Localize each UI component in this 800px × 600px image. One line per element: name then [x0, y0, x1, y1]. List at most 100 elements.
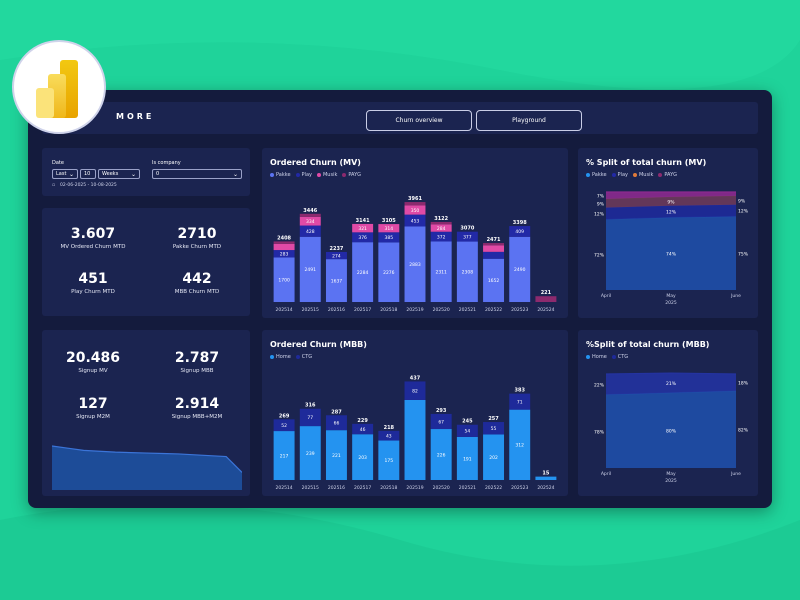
bar-segment-musik [404, 205, 426, 215]
date-last-value: Last [56, 171, 67, 177]
area-data-label: 21% [666, 381, 677, 387]
bar-segment-label: 428 [306, 229, 315, 235]
bar-total-label: 15 [542, 471, 549, 477]
kpi-value: 451 [78, 271, 108, 287]
bar-segment-pakke [404, 226, 426, 302]
bar-segment-play [299, 225, 321, 237]
bar-total-label: 257 [488, 416, 499, 422]
legend-dot [342, 173, 347, 177]
is-company-select[interactable]: 0 ⌄ [152, 169, 242, 179]
bar-segment-label: 66 [334, 421, 340, 427]
bar-segment-musik [352, 223, 374, 233]
x-tick-label: 202520 [433, 307, 450, 313]
legend-dot [611, 173, 616, 177]
kpi-signup-m2m: 127 Signup M2M [38, 396, 148, 420]
bar-segment-pakke [430, 241, 452, 302]
ordered-churn-mv-card: Ordered Churn (MV) Pakke Play Musik PAYG… [262, 148, 568, 318]
legend-item-musik[interactable]: Musik [632, 172, 653, 178]
split-mbb-title: %Split of total churn (MBB) [586, 340, 710, 349]
legend-item-play[interactable]: Play [611, 172, 628, 178]
date-number-input[interactable]: 10 [80, 169, 96, 179]
dashboard-window: MORE Churn overview Playground Date Last… [28, 90, 772, 508]
bar-segment-home [273, 431, 295, 480]
kpi-churn-card: 3.607 MV Ordered Churn MTD 2710 Pakke Chur… [42, 208, 250, 316]
calendar-icon[interactable]: ▫ [52, 183, 56, 188]
bar-segment-home [483, 434, 505, 480]
bar-segment-musik [483, 245, 505, 252]
area-data-label: 12% [594, 212, 605, 218]
churn-overview-button[interactable]: Churn overview [366, 110, 472, 131]
legend-item-pakke[interactable]: Pakke [586, 172, 607, 178]
bar-segment-label: 377 [463, 234, 472, 240]
legend-label: CTG [301, 354, 313, 360]
bar-total-label: 3105 [382, 218, 396, 224]
date-unit-value: Weeks [102, 171, 119, 177]
legend-item-payg[interactable]: PAYG [658, 172, 677, 178]
kpi-signup-mv: 20.486 Signup MV [38, 350, 148, 374]
signup-trend-chart [52, 445, 242, 490]
bar-segment-payg [483, 243, 505, 246]
x-tick-label: 202515 [302, 485, 319, 491]
x-tick-label: 202519 [406, 307, 423, 313]
legend-item-musik[interactable]: Musik [316, 172, 337, 178]
bar-total-label: 218 [384, 425, 395, 431]
bar-segment-label: 221 [332, 453, 341, 459]
kpi-value: 442 [182, 271, 212, 287]
bar-segment-label: 217 [280, 453, 289, 459]
bar-segment-label: 43 [386, 433, 392, 439]
bar-segment-label: 2308 [462, 270, 474, 276]
legend-item-ctg[interactable]: CTG [611, 354, 628, 360]
powerbi-logo-icon [36, 60, 78, 118]
kpi-play-churn: 451 Play Churn MTD [38, 271, 148, 295]
bar-total-label: 2237 [329, 246, 343, 252]
legend-item-pakke[interactable]: Pakke [270, 172, 291, 178]
bar-segment-ctg [299, 408, 321, 427]
kpi-label: Signup M2M [76, 414, 110, 420]
bar-segment-label: 67 [438, 419, 444, 425]
legend-item-home[interactable]: Home [270, 354, 291, 360]
bar-segment-label: 52 [281, 423, 287, 429]
kpi-value: 2.787 [174, 350, 220, 366]
legend-label: Home [276, 354, 291, 360]
kpi-label: Signup MBB [180, 368, 214, 374]
bar-segment-ctg [273, 419, 295, 432]
area-data-label: 80% [666, 428, 677, 434]
bar-segment-musik [378, 224, 400, 233]
x-year-label: 2025 [665, 478, 677, 484]
header-bar: MORE Churn overview Playground [42, 102, 758, 134]
date-unit-select[interactable]: Weeks ⌄ [98, 169, 140, 179]
area-data-label: 74% [666, 252, 677, 258]
bar-segment-home [299, 426, 321, 480]
bar-segment-label: 203 [358, 455, 367, 461]
kpi-signup-mbb-m2m: 2.914 Signup MBB+M2M [142, 396, 252, 420]
legend-item-payg[interactable]: PAYG [342, 172, 361, 178]
playground-button[interactable]: Playground [476, 110, 582, 131]
legend-dot [270, 355, 274, 359]
x-tick-label: 202523 [511, 307, 528, 313]
bar-segment-musik [299, 216, 321, 226]
bar-segment-label: 274 [332, 253, 341, 259]
bar-total-label: 245 [462, 419, 473, 425]
bar-total-label: 383 [515, 388, 526, 394]
bar-segment-ctg [430, 413, 452, 430]
bar-segment-label: 55 [491, 426, 497, 432]
bar-segment-pakke [483, 258, 505, 302]
bar-segment-pakke [273, 257, 295, 302]
bar-segment-play [456, 231, 478, 242]
x-tick-label: 202524 [537, 307, 554, 313]
bar-segment-ctg [378, 430, 400, 441]
legend-dot [632, 173, 637, 177]
legend-item-ctg[interactable]: CTG [295, 354, 313, 360]
legend-dot [316, 173, 321, 177]
legend-dot [586, 355, 590, 359]
filters-card: Date Last ⌄ 10 Weeks ⌄ ▫ 02-06-2025 - 10-0… [42, 148, 250, 196]
bar-segment-home [456, 436, 478, 480]
x-tick-label: 202521 [459, 307, 476, 313]
bar-total-label: 2471 [487, 237, 501, 243]
bar-segment-label: 409 [515, 229, 524, 235]
date-last-select[interactable]: Last ⌄ [52, 169, 78, 179]
date-label: Date [52, 160, 64, 166]
legend-label: Play [617, 172, 628, 178]
legend-item-home[interactable]: Home [586, 354, 607, 360]
legend-item-play[interactable]: Play [295, 172, 312, 178]
